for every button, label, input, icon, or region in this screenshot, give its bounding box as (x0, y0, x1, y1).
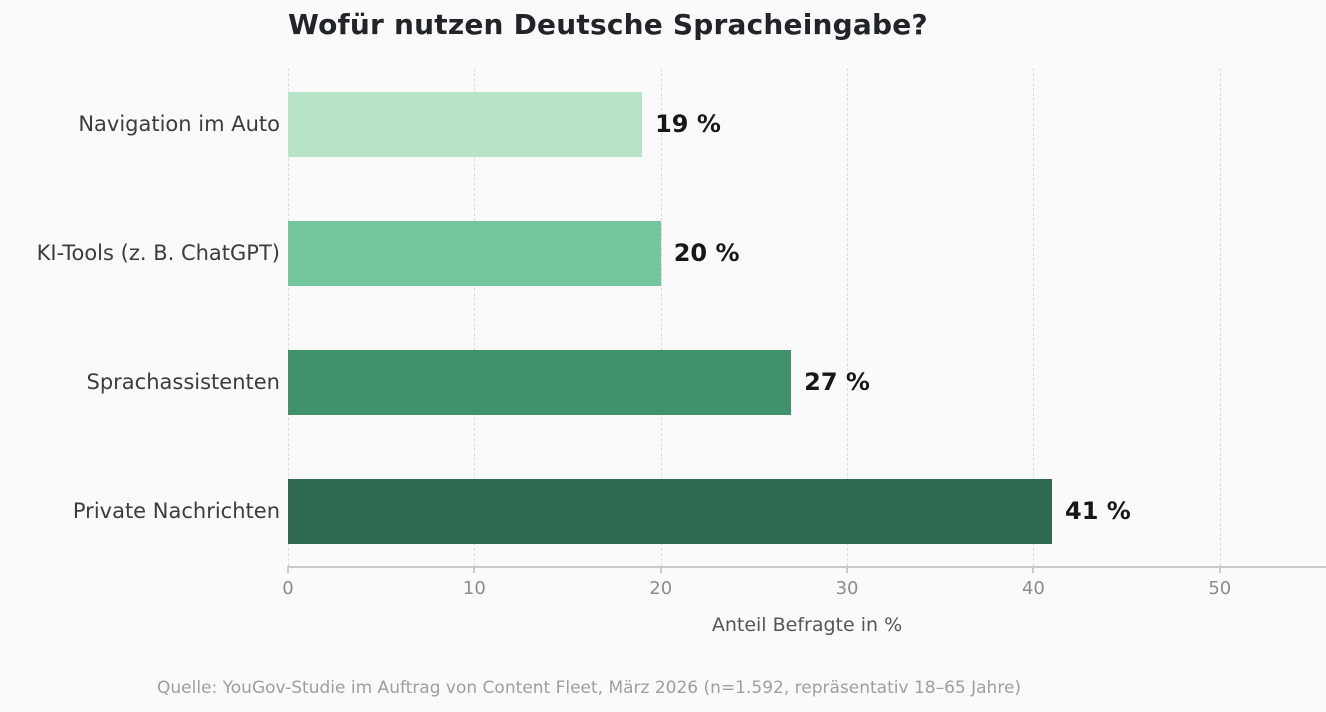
gridline-20 (660, 68, 662, 566)
value-label: 19 % (655, 110, 721, 138)
gridline-0 (288, 68, 289, 566)
category-label: Sprachassistenten (86, 370, 280, 394)
gridline-10 (474, 68, 476, 566)
x-axis-line (288, 566, 1326, 568)
x-tick-label-0: 0 (282, 578, 294, 599)
source-note: Quelle: YouGov-Studie im Auftrag von Con… (157, 678, 1022, 698)
x-tick-label-50: 50 (1208, 578, 1232, 599)
x-tick-10 (473, 566, 476, 573)
gridline-30 (847, 68, 849, 566)
bar-3 (288, 478, 1053, 544)
category-label: Private Nachrichten (72, 499, 280, 523)
x-tick-20 (659, 566, 662, 573)
x-tick-0 (287, 566, 289, 573)
value-label: 41 % (1065, 497, 1131, 525)
gridline-50 (1219, 68, 1221, 566)
bar-1 (288, 220, 661, 286)
x-tick-label-10: 10 (462, 578, 486, 599)
x-tick-label-20: 20 (649, 578, 673, 599)
gridline-40 (1033, 68, 1035, 566)
x-tick-50 (1218, 566, 1221, 573)
value-label: 27 % (804, 368, 870, 396)
category-label: KI-Tools (z. B. ChatGPT) (36, 241, 280, 265)
bar-0 (288, 91, 643, 157)
chart-title: Wofür nutzen Deutsche Spracheingabe? (288, 8, 928, 41)
x-tick-label-40: 40 (1021, 578, 1045, 599)
x-tick-40 (1032, 566, 1035, 573)
category-label: Navigation im Auto (78, 112, 280, 136)
x-tick-30 (846, 566, 849, 573)
x-tick-label-30: 30 (835, 578, 859, 599)
x-axis-label: Anteil Befragte in % (711, 614, 903, 636)
value-label: 20 % (673, 239, 740, 267)
bar-2 (288, 349, 792, 415)
